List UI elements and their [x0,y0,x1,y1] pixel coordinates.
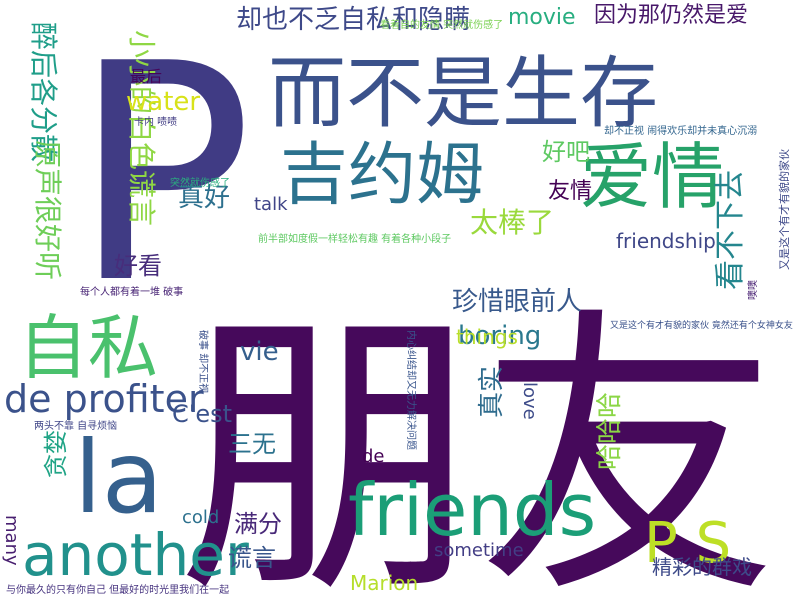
cloud-word: water [126,87,200,117]
cloud-word: 原声很好听 [31,140,64,280]
cloud-word: 自私 [18,307,158,389]
cloud-word: 真实 [477,366,507,418]
cloud-word: friendship [616,229,716,253]
cloud-word: 看着自的友情 突然就伤感了 [380,18,503,31]
cloud-word: 每个人都有着一堆 破事 [80,285,183,298]
cloud-word: 看不下去 [713,170,748,290]
cloud-word: 好吧 [542,138,590,166]
cloud-word: de profiter [4,377,204,421]
cloud-word: la [74,419,163,536]
cloud-word: 三无 [228,430,276,458]
cloud-word: 因为那仍然是爱 [594,3,748,28]
cloud-word: 突然就伤感了 [170,176,230,189]
cloud-word: 前半部如度假一样轻松有趣 有着各种小段子 [258,232,451,245]
cloud-word: Marion [350,571,418,595]
cloud-word: 贪婪 [42,430,70,478]
cloud-word: 却也不乏自私和隐瞒 [236,5,470,35]
cloud-word: P S [644,511,731,576]
cloud-word: talk [254,194,288,215]
cloud-word: 却不正视 闹得欢乐却并未真心沉溺 [604,124,757,137]
cloud-word: 哈哈哈 [595,392,625,470]
cloud-word: 噢噢 [746,280,759,300]
cloud-word: vie [240,337,279,367]
cloud-word: love [519,382,540,420]
cloud-word: 珍惜眼前人 [452,287,582,317]
cloud-word: 两头不靠 自寻烦恼 [34,419,117,432]
cloud-word: 而不是生存 [268,49,658,139]
cloud-word: 谎言 [228,544,276,572]
cloud-word: 满分 [234,510,282,538]
cloud-word: 最后 [130,67,162,86]
cloud-word: 精彩的群戏 [652,555,752,579]
cloud-word: friends [348,468,596,552]
cloud-word: things [456,325,518,349]
cloud-word: 内心纠结却又无力解决问题 [405,330,418,450]
cloud-word: boring [458,321,541,351]
cloud-word: 朋友 [178,284,778,600]
cloud-word: sometime [434,540,524,561]
cloud-word: many [1,515,22,566]
cloud-word: 卡内 啧啧 [134,115,177,128]
cloud-word: 破事 却不正视 [197,330,210,393]
cloud-word: 爱情 [580,135,724,219]
cloud-word: movie [508,5,576,30]
cloud-word: P [72,0,253,349]
cloud-word: another [22,521,249,589]
cloud-word: 小小的白色谎言 [125,30,158,226]
cloud-word: 吉约姆 [280,136,484,215]
cloud-word: 醉后各分散 [27,22,60,162]
cloud-word: 真好 [178,183,230,213]
cloud-word: 太棒了 [470,206,554,239]
cloud-word: C'est [172,400,232,428]
cloud-word: 好看 [114,252,162,280]
cloud-word: 与你最久的只有你自己 但最好的时光里我们在一起 [6,583,229,596]
cloud-word: 又是这个有才有貌的家伙 竟然还有个女神女友 [610,319,793,331]
cloud-word: 友情 [548,179,592,204]
cloud-word: de [362,446,385,467]
cloud-word: cold [182,507,219,528]
cloud-word: 又是这个有才有貌的家伙 [777,149,791,270]
